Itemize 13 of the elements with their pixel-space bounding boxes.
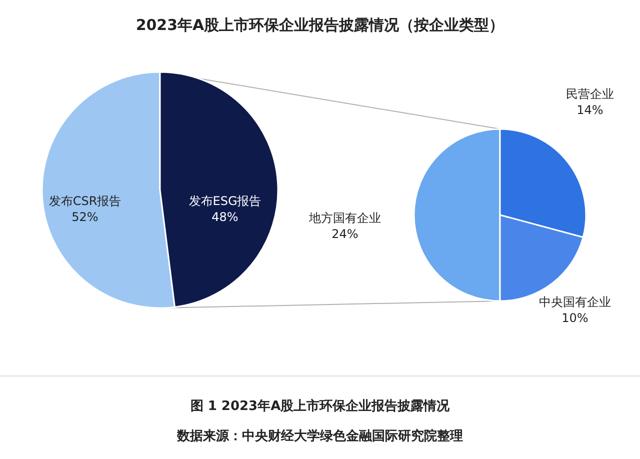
data-label: 24% [332, 227, 358, 241]
slice-label: 中央国有企业 [539, 295, 611, 309]
data-label: 14% [576, 103, 604, 117]
slice-label: 地方国有企业 [308, 211, 381, 225]
slice-label: 民营企业 [566, 87, 614, 101]
data-label: 10% [562, 311, 588, 325]
text: 2023年A股上市环保企业报告披露情况（按企业类型） [136, 16, 504, 34]
source-note: 数据来源：中央财经大学绿色金融国际研究院整理 [176, 428, 463, 444]
slice-label: 发布CSR报告 [48, 194, 122, 208]
caption: 图 1 2023年A股上市环保企业报告披露情况 [190, 398, 451, 414]
data-label: 52% [72, 210, 98, 224]
slice-label: 发布ESG报告 [188, 194, 262, 208]
data-label: 48% [212, 210, 238, 224]
